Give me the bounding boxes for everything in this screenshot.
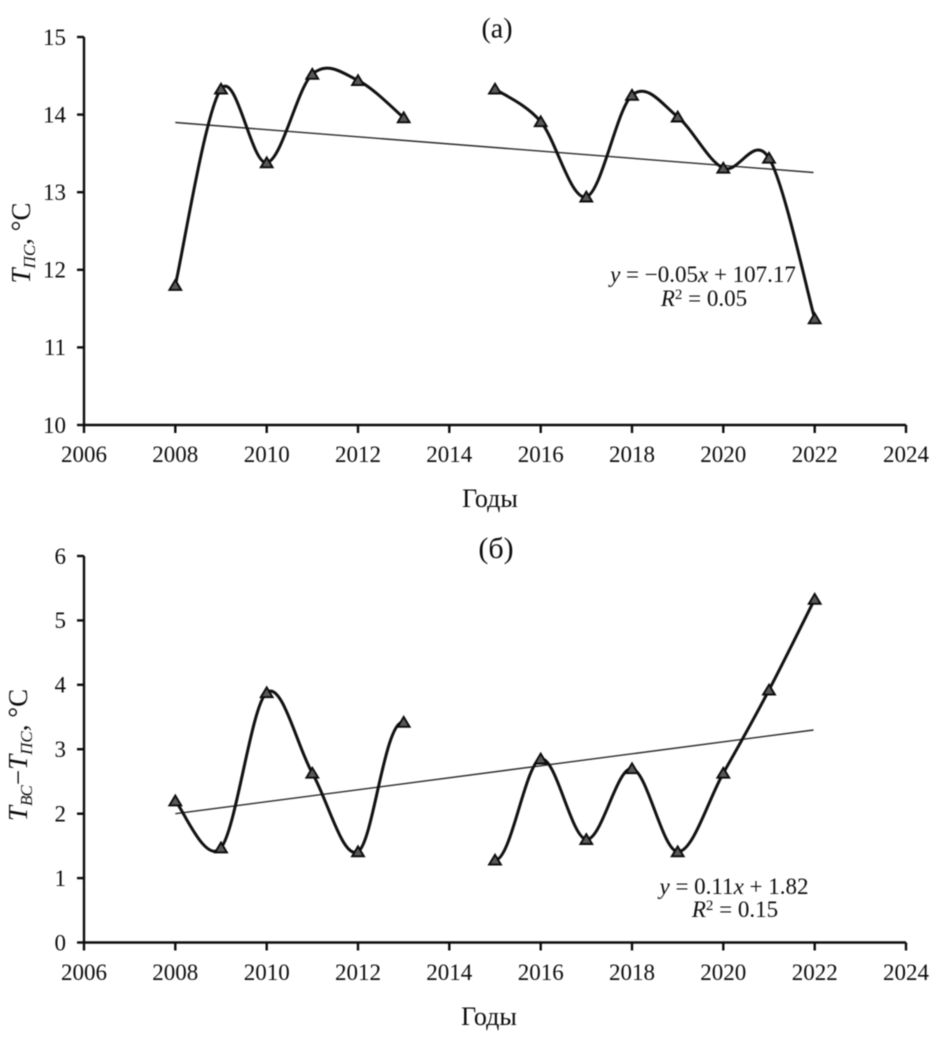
svg-text:2: 2 — [55, 802, 67, 827]
svg-text:y = −0.05x + 107.17: y = −0.05x + 107.17 — [608, 262, 796, 287]
svg-text:2018: 2018 — [609, 960, 655, 985]
svg-text:TВС−TПС, °C: TВС−TПС, °C — [3, 689, 36, 821]
svg-text:10: 10 — [43, 413, 66, 438]
svg-text:2012: 2012 — [335, 960, 381, 985]
svg-text:(а): (а) — [481, 14, 512, 45]
svg-text:2014: 2014 — [426, 442, 473, 467]
svg-text:2020: 2020 — [700, 960, 746, 985]
svg-text:2022: 2022 — [792, 442, 838, 467]
svg-text:R2 = 0.05: R2 = 0.05 — [660, 286, 747, 311]
svg-text:6: 6 — [55, 544, 67, 569]
svg-text:TПС, °C: TПС, °C — [6, 203, 39, 284]
svg-text:15: 15 — [43, 25, 66, 50]
svg-text:2006: 2006 — [61, 960, 107, 985]
svg-text:2018: 2018 — [609, 442, 655, 467]
svg-text:2010: 2010 — [244, 442, 290, 467]
svg-text:Годы: Годы — [461, 1002, 517, 1031]
svg-text:2024: 2024 — [883, 442, 930, 467]
svg-text:4: 4 — [55, 673, 67, 698]
svg-text:12: 12 — [43, 258, 66, 283]
svg-text:2016: 2016 — [518, 442, 564, 467]
svg-text:2020: 2020 — [700, 442, 746, 467]
svg-text:2010: 2010 — [244, 960, 290, 985]
svg-text:2022: 2022 — [792, 960, 838, 985]
svg-text:y = 0.11x + 1.82: y = 0.11x + 1.82 — [657, 874, 808, 899]
svg-text:2024: 2024 — [883, 960, 930, 985]
svg-text:11: 11 — [44, 335, 66, 360]
svg-text:(б): (б) — [478, 532, 513, 565]
svg-text:Годы: Годы — [462, 484, 518, 513]
svg-text:2016: 2016 — [518, 960, 564, 985]
svg-text:2008: 2008 — [152, 960, 198, 985]
svg-text:3: 3 — [55, 737, 67, 762]
svg-text:2014: 2014 — [426, 960, 473, 985]
svg-text:R2 = 0.15: R2 = 0.15 — [691, 897, 778, 922]
svg-text:1: 1 — [55, 866, 67, 891]
svg-text:13: 13 — [43, 180, 66, 205]
svg-text:2006: 2006 — [61, 442, 107, 467]
svg-text:2012: 2012 — [335, 442, 381, 467]
svg-text:2008: 2008 — [152, 442, 198, 467]
svg-text:0: 0 — [55, 930, 67, 955]
svg-text:14: 14 — [43, 102, 67, 127]
svg-text:5: 5 — [55, 608, 67, 633]
